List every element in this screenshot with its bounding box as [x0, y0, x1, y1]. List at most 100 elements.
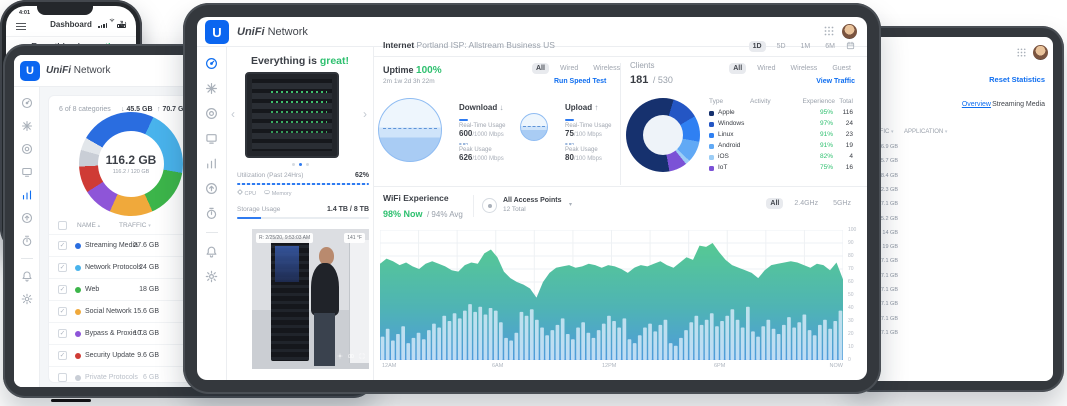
sidebar-item-timer-icon[interactable] — [21, 235, 33, 247]
filter-tab-wired[interactable]: Wired — [559, 65, 579, 72]
application-traffic-row: 3.4 GB / 7.1 GB — [860, 328, 1053, 340]
sidebar-item-target-icon[interactable] — [205, 107, 218, 120]
right-tablet-screen: Reset Statistics Overview Streaming Medi… — [860, 37, 1053, 381]
section-divider — [374, 56, 867, 57]
wifi-filter-tabs[interactable]: All 2.4GHz 5GHz — [766, 198, 855, 209]
filter-tab-2.4ghz[interactable]: 2.4GHz — [794, 200, 819, 207]
x-axis-tick: 12PM — [602, 363, 617, 369]
category-checkbox[interactable]: ✓ — [58, 351, 67, 360]
type-name: Linux — [718, 131, 734, 138]
filter-tab-5d[interactable]: 5D — [776, 42, 786, 50]
camera-controls[interactable] — [337, 346, 365, 364]
filter-tab-5ghz[interactable]: 5GHz — [833, 200, 851, 207]
carousel-dots[interactable] — [227, 163, 373, 166]
filter-tab-1m[interactable]: 1M — [800, 42, 811, 50]
category-color-dot — [75, 243, 81, 249]
sidebar-item-devices-icon[interactable] — [21, 166, 33, 178]
category-checkbox[interactable]: ✓ — [58, 241, 67, 250]
sidebar-item-target-icon[interactable] — [21, 143, 33, 155]
total-value: 4 — [849, 153, 853, 160]
carousel-prev-icon[interactable]: ‹ — [231, 107, 235, 121]
sidebar-item-bell-icon[interactable] — [21, 270, 33, 282]
uptime-duration: 2m 1w 2d 3h 22m — [383, 78, 435, 85]
user-avatar[interactable] — [1033, 45, 1048, 60]
type-color-dot — [709, 132, 714, 138]
time-range-selector[interactable]: 1D 5D 1M 6M — [748, 37, 855, 55]
health-status: Everything is great! — [250, 55, 350, 67]
app-title: UniFi Network — [46, 65, 111, 76]
camera-snapshot[interactable]: R: 2/25/20, 9:53:03 AM 141 °F — [252, 229, 369, 369]
sidebar-item-upgrade-icon[interactable] — [205, 182, 218, 195]
application-traffic-row: 0.8 GB / 5.2 GB — [860, 214, 1053, 226]
phone-notch — [37, 6, 93, 15]
filter-tab-guest[interactable]: Guest — [832, 65, 851, 72]
clients-filter-tabs[interactable]: All Wired Wireless Guest — [729, 63, 855, 74]
sidebar-item-dashboard-icon[interactable] — [205, 57, 218, 70]
camera-temperature: 141 °F — [344, 233, 365, 243]
filter-tab-6m[interactable]: 6M — [825, 42, 835, 50]
filter-tab-all[interactable]: All — [532, 63, 549, 74]
left-sidebar — [14, 87, 40, 387]
sidebar-item-ports-icon[interactable] — [205, 82, 218, 95]
view-traffic-link[interactable]: View Traffic — [816, 78, 855, 85]
category-color-dot — [75, 375, 81, 381]
user-avatar[interactable] — [842, 24, 857, 39]
client-type-row: Windows 97% 24 — [709, 120, 855, 130]
main-tablet-screen: U UniFi Network Everything is great! ‹ ›… — [197, 17, 867, 380]
type-name: Windows — [718, 120, 745, 127]
camera-timestamp: R: 2/25/20, 9:53:03 AM — [256, 233, 314, 243]
carousel-next-icon[interactable]: › — [363, 107, 367, 121]
category-checkbox[interactable]: ✓ — [58, 285, 67, 294]
filter-tab-all[interactable]: All — [729, 63, 747, 74]
download-total: ↓ 45.5 GB — [121, 106, 153, 113]
run-speed-test-link[interactable]: Run Speed Test — [554, 78, 607, 85]
menu-icon[interactable] — [16, 23, 26, 30]
reset-statistics-link[interactable]: Reset Statistics — [989, 75, 1045, 84]
filter-tab-wired[interactable]: Wired — [757, 65, 776, 72]
experience-value: 97% — [819, 120, 833, 127]
client-type-row: Linux 91% 23 — [709, 131, 855, 141]
sidebar-item-ports-icon[interactable] — [21, 120, 33, 132]
filter-tab-wireless[interactable]: Wireless — [790, 65, 818, 72]
right-tablet-device: Reset Statistics Overview Streaming Medi… — [849, 26, 1064, 392]
y-axis-tick: 30 — [848, 318, 854, 324]
category-checkbox[interactable] — [58, 373, 67, 382]
ap-selector-sub: 12 Total — [503, 206, 526, 213]
category-traffic: 10.8 GB — [133, 330, 159, 337]
uptime-block: Uptime 100% — [383, 65, 442, 76]
internet-filter-tabs[interactable]: All Wired Wireless — [532, 63, 624, 74]
unifi-logo: U — [205, 20, 229, 44]
utilization-legend: CPU Memory — [237, 189, 292, 197]
sidebar-item-devices-icon[interactable] — [205, 132, 218, 145]
sidebar-item-gear-icon[interactable] — [21, 293, 33, 305]
category-color-dot — [75, 287, 81, 293]
apps-grid-icon[interactable] — [823, 25, 835, 37]
internet-header: Internet Portland ISP: Allstream Busines… — [383, 40, 555, 50]
refresh-icon[interactable]: ↻ — [119, 19, 127, 29]
select-all-checkbox[interactable] — [58, 221, 67, 230]
category-checkbox[interactable]: ✓ — [58, 307, 67, 316]
sidebar-item-bell-icon[interactable] — [205, 245, 218, 258]
sidebar-item-stats-icon[interactable] — [205, 157, 218, 170]
filter-tab-wireless[interactable]: Wireless — [593, 65, 621, 72]
chevron-down-icon[interactable]: ▾ — [569, 202, 573, 208]
unifi-logo: U — [20, 61, 40, 81]
category-checkbox[interactable]: ✓ — [58, 263, 67, 272]
overview-link[interactable]: Overview — [961, 101, 991, 108]
wifi-experience-title: WiFi Experience — [383, 193, 449, 203]
donut-total: 116.2 GB — [105, 153, 157, 167]
filter-tab-1d[interactable]: 1D — [748, 40, 766, 52]
filter-tab-all[interactable]: All — [766, 198, 784, 209]
sidebar-item-gear-icon[interactable] — [205, 270, 218, 283]
clients-col-total: Total — [839, 98, 853, 105]
sidebar-item-stats-icon[interactable] — [21, 189, 33, 201]
sidebar-item-dashboard-icon[interactable] — [21, 97, 33, 109]
ap-selector-label[interactable]: All Access Points — [503, 197, 562, 204]
sidebar-item-timer-icon[interactable] — [205, 207, 218, 220]
sidebar-item-upgrade-icon[interactable] — [21, 212, 33, 224]
type-name: Android — [718, 142, 741, 149]
total-value: 16 — [845, 164, 853, 171]
category-checkbox[interactable]: ✓ — [58, 329, 67, 338]
apps-grid-icon[interactable] — [1016, 47, 1027, 58]
calendar-icon[interactable] — [846, 37, 855, 55]
